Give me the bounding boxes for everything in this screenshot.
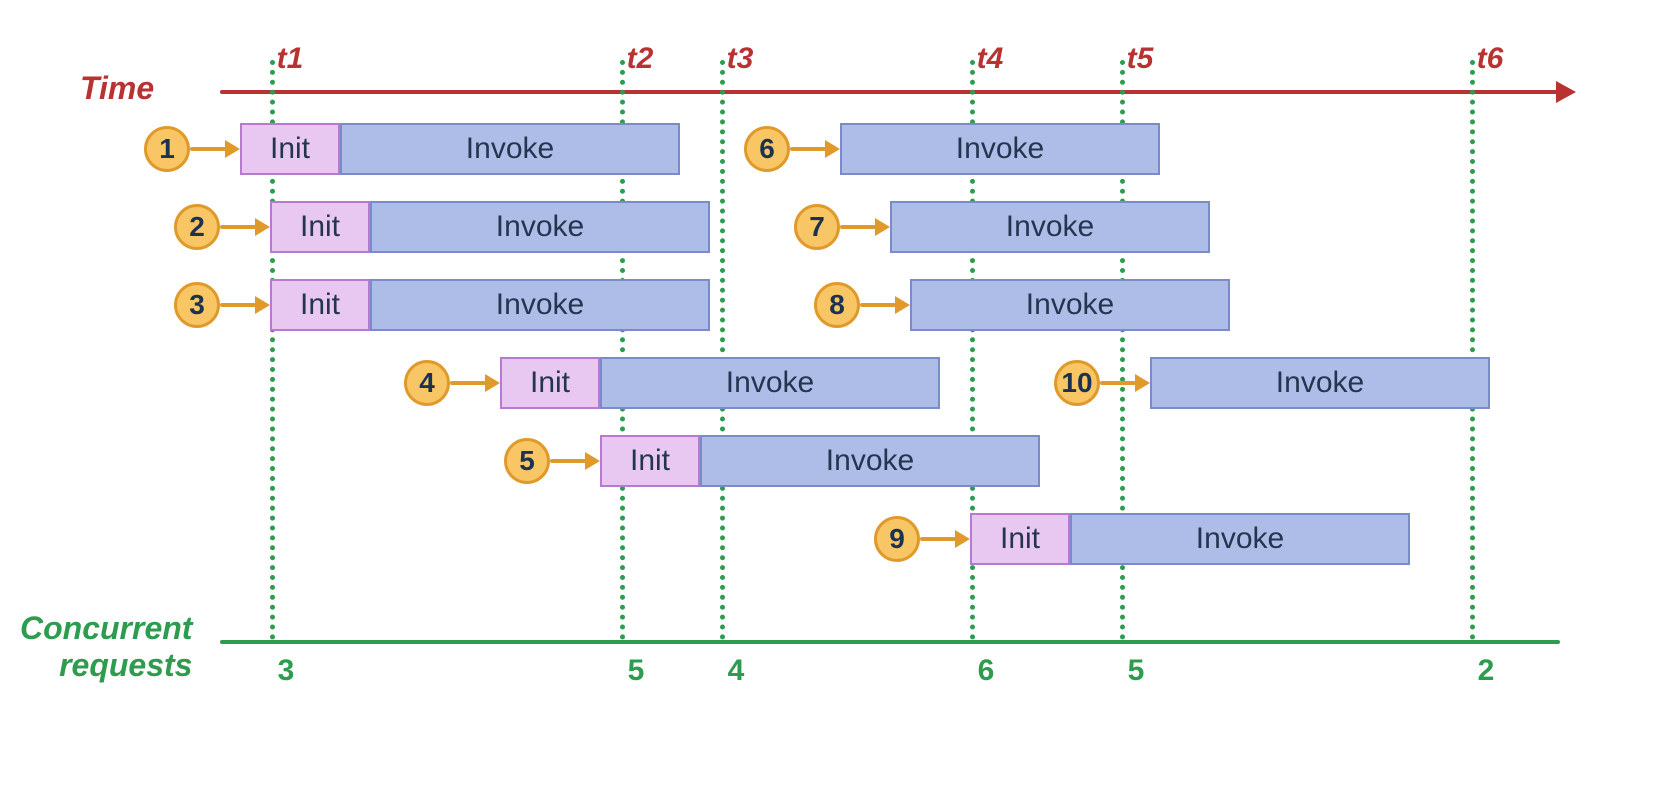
timeline-row-3: 4InitInvoke10Invoke bbox=[80, 354, 1600, 412]
concurrency-value-t5: 5 bbox=[1128, 654, 1145, 688]
request-arrow-4 bbox=[450, 381, 486, 385]
concurrent-axis-label: Concurrent requests bbox=[20, 610, 192, 684]
request-arrow-1 bbox=[190, 147, 226, 151]
timeline-row-4: 5 InitInvoke bbox=[80, 432, 1600, 490]
request-arrow-3 bbox=[220, 303, 256, 307]
request-arrow-5 bbox=[550, 459, 586, 463]
request-badge-4: 4 bbox=[404, 360, 450, 406]
request-badge-2: 2 bbox=[174, 204, 220, 250]
request-badge-3: 3 bbox=[174, 282, 220, 328]
tick-label-t2: t2 bbox=[627, 42, 654, 76]
tick-label-t3: t3 bbox=[727, 42, 754, 76]
init-segment-1: Init bbox=[240, 123, 340, 175]
request-arrowhead-8 bbox=[895, 296, 910, 314]
invoke-segment-3: Invoke bbox=[370, 279, 710, 331]
init-segment-2: Init bbox=[270, 201, 370, 253]
concurrent-axis-line bbox=[220, 640, 1560, 644]
init-segment-3: Init bbox=[270, 279, 370, 331]
invoke-segment-5: Invoke bbox=[700, 435, 1040, 487]
timeline-row-0: 1InitInvoke6Invoke bbox=[80, 120, 1600, 178]
request-arrowhead-10 bbox=[1135, 374, 1150, 392]
concurrency-value-t4: 6 bbox=[978, 654, 995, 688]
request-badge-5: 5 bbox=[504, 438, 550, 484]
invoke-segment-7: Invoke bbox=[890, 201, 1210, 253]
invoke-segment-9: Invoke bbox=[1070, 513, 1410, 565]
request-badge-9: 9 bbox=[874, 516, 920, 562]
invoke-segment-10: Invoke bbox=[1150, 357, 1490, 409]
request-badge-6: 6 bbox=[744, 126, 790, 172]
timeline-row-5: 9 InitInvoke bbox=[80, 510, 1600, 568]
request-arrowhead-7 bbox=[875, 218, 890, 236]
request-arrowhead-6 bbox=[825, 140, 840, 158]
request-badge-10: 10 bbox=[1054, 360, 1100, 406]
time-axis-label: Time bbox=[80, 70, 154, 107]
invoke-segment-8: Invoke bbox=[910, 279, 1230, 331]
request-arrow-6 bbox=[790, 147, 826, 151]
concurrency-value-t2: 5 bbox=[628, 654, 645, 688]
invoke-segment-2: Invoke bbox=[370, 201, 710, 253]
request-badge-8: 8 bbox=[814, 282, 860, 328]
time-axis-arrowhead bbox=[1556, 81, 1576, 103]
request-arrow-8 bbox=[860, 303, 896, 307]
invoke-segment-6: Invoke bbox=[840, 123, 1160, 175]
request-arrowhead-2 bbox=[255, 218, 270, 236]
request-arrowhead-1 bbox=[225, 140, 240, 158]
timeline-row-2: 3InitInvoke8Invoke bbox=[80, 276, 1600, 334]
tick-label-t6: t6 bbox=[1477, 42, 1504, 76]
time-axis-line bbox=[220, 90, 1560, 94]
concurrency-value-t3: 4 bbox=[728, 654, 745, 688]
request-arrowhead-9 bbox=[955, 530, 970, 548]
request-arrowhead-4 bbox=[485, 374, 500, 392]
tick-label-t4: t4 bbox=[977, 42, 1004, 76]
request-badge-1: 1 bbox=[144, 126, 190, 172]
request-arrow-7 bbox=[840, 225, 876, 229]
invoke-segment-4: Invoke bbox=[600, 357, 940, 409]
init-segment-9: Init bbox=[970, 513, 1070, 565]
init-segment-5: Init bbox=[600, 435, 700, 487]
tick-label-t1: t1 bbox=[277, 42, 304, 76]
tick-label-t5: t5 bbox=[1127, 42, 1154, 76]
timeline-row-1: 2InitInvoke7Invoke bbox=[80, 198, 1600, 256]
concurrency-value-t6: 2 bbox=[1478, 654, 1495, 688]
request-arrow-9 bbox=[920, 537, 956, 541]
request-badge-7: 7 bbox=[794, 204, 840, 250]
init-segment-4: Init bbox=[500, 357, 600, 409]
concurrency-value-t1: 3 bbox=[278, 654, 295, 688]
request-arrowhead-3 bbox=[255, 296, 270, 314]
request-arrow-10 bbox=[1100, 381, 1136, 385]
request-arrowhead-5 bbox=[585, 452, 600, 470]
invoke-segment-1: Invoke bbox=[340, 123, 680, 175]
request-arrow-2 bbox=[220, 225, 256, 229]
